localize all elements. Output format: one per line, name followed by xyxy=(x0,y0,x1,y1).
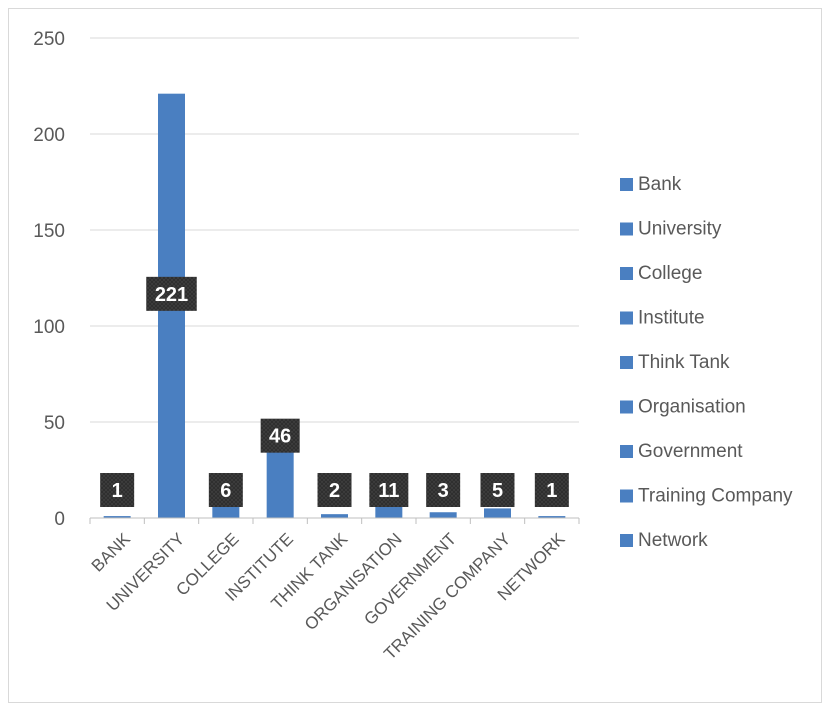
legend-swatch xyxy=(620,489,633,503)
data-label-box xyxy=(260,418,300,453)
bar-chart: 0 50 100 150 200 250 1 221 6 46 2 11 3 5 1 BANKUNIVER… xyxy=(33,29,793,664)
legend-label: Think Tank xyxy=(638,352,730,373)
data-label-text: 2 xyxy=(329,480,340,502)
legend-swatch xyxy=(620,178,633,191)
legend-label: Organisation xyxy=(638,397,746,418)
legend-item-network: Network xyxy=(620,530,708,551)
data-label-box xyxy=(317,473,352,507)
data-label-training-company: 5 xyxy=(480,473,515,507)
chart-frame: 0 50 100 150 200 250 1 221 6 46 2 11 3 5 1 BANK UNIVER… xyxy=(8,8,822,703)
data-label-college: 6 xyxy=(208,473,243,507)
legend-label: University xyxy=(638,219,722,240)
data-label-text: 1 xyxy=(112,480,123,502)
bar-think-tank xyxy=(321,514,348,518)
legend-label: College xyxy=(638,263,702,284)
data-label-network: 1 xyxy=(534,473,569,507)
data-label-box xyxy=(534,473,569,507)
data-label-box xyxy=(426,473,461,507)
legend-swatch xyxy=(620,534,633,547)
data-label-box xyxy=(146,276,197,311)
y-tick-label: 150 xyxy=(33,221,65,242)
data-label-box xyxy=(208,473,243,507)
legend-label: Network xyxy=(638,530,708,551)
legend-item-training-company: Training Company xyxy=(620,486,793,507)
bar-government xyxy=(429,512,457,518)
y-tick-label: 250 xyxy=(33,29,65,50)
y-tick-label: 200 xyxy=(33,125,65,146)
bar-network xyxy=(538,516,566,518)
legend-swatch xyxy=(620,356,633,369)
data-label-text: 5 xyxy=(492,480,503,502)
legend: Bank University College Institute Think Tank… xyxy=(620,174,793,551)
data-label-university: 221 xyxy=(146,276,197,311)
data-label-text: 1 xyxy=(546,480,557,502)
legend-label: Bank xyxy=(638,174,682,195)
legend-item-college: College xyxy=(620,263,702,284)
data-label-box xyxy=(100,473,135,507)
bar-training-company xyxy=(484,508,511,518)
data-label-text: 6 xyxy=(220,480,231,502)
data-labels: 1 221 6 46 2 11 3 5 1 xyxy=(100,276,569,507)
legend-label: Government xyxy=(638,441,743,462)
legend-swatch xyxy=(620,445,633,458)
data-label-text: 46 xyxy=(269,426,291,448)
y-tick-label: 0 xyxy=(54,509,65,530)
legend-label: Institute xyxy=(638,308,705,329)
legend-swatch xyxy=(620,311,633,325)
data-label-think-tank: 2 xyxy=(317,473,352,507)
legend-swatch xyxy=(620,222,633,236)
legend-item-institute: Institute xyxy=(620,308,705,329)
legend-swatch xyxy=(620,400,633,414)
y-tick-label: 100 xyxy=(33,317,65,338)
data-label-box xyxy=(480,473,515,507)
data-label-text: 221 xyxy=(155,284,188,306)
legend-item-think-tank: Think Tank xyxy=(620,352,730,373)
data-label-text: 3 xyxy=(438,480,449,502)
data-label-bank: 1 xyxy=(100,473,135,507)
x-axis xyxy=(89,517,580,524)
data-label-institute: 46 xyxy=(260,418,300,453)
y-axis-ticks: 0 50 100 150 200 250 xyxy=(33,29,65,530)
x-category-label: GOVERNMENT xyxy=(360,529,460,629)
x-category-label: ORGANISATION xyxy=(301,529,406,634)
legend-swatch xyxy=(620,267,633,280)
x-category-label: BANK xyxy=(88,529,135,576)
legend-item-government: Government xyxy=(620,441,743,462)
legend-item-university: University xyxy=(620,219,722,240)
data-label-government: 3 xyxy=(426,473,461,507)
data-label-box xyxy=(369,473,409,507)
legend-item-organisation: Organisation xyxy=(620,397,746,418)
bar-bank xyxy=(103,516,131,518)
data-label-organisation: 11 xyxy=(369,473,409,507)
data-label-text: 11 xyxy=(378,480,399,502)
y-tick-label: 50 xyxy=(44,413,65,434)
legend-item-bank: Bank xyxy=(620,174,682,195)
bar-college xyxy=(212,506,240,518)
legend-label: Training Company xyxy=(638,486,793,507)
